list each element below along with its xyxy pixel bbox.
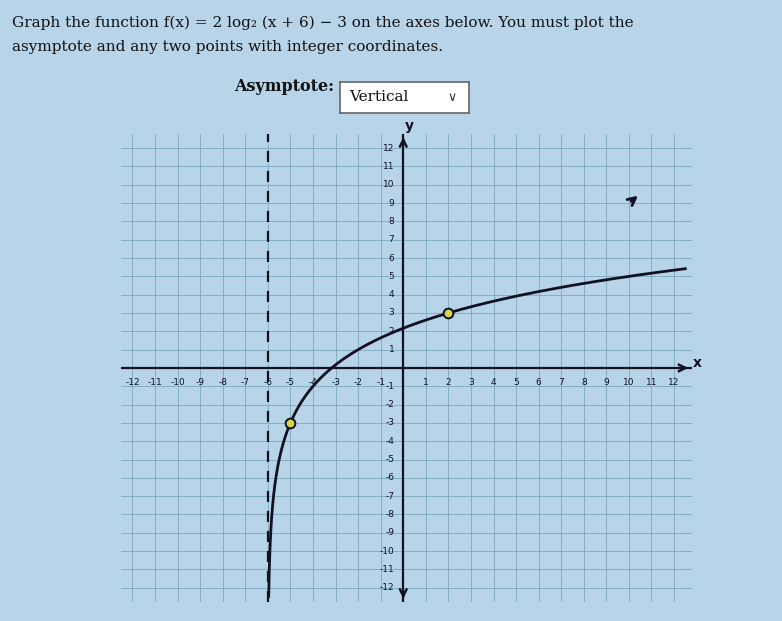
Text: Graph the function f(x) = 2 log₂ (x + 6) − 3 on the axes below. You must plot th: Graph the function f(x) = 2 log₂ (x + 6)…: [12, 16, 633, 30]
Text: -6: -6: [264, 378, 272, 387]
Text: 11: 11: [646, 378, 657, 387]
Text: -8: -8: [386, 510, 394, 519]
Text: -9: -9: [196, 378, 205, 387]
Text: 5: 5: [389, 272, 394, 281]
Text: -12: -12: [379, 583, 394, 592]
Text: -4: -4: [309, 378, 317, 387]
Text: -11: -11: [148, 378, 163, 387]
Text: -8: -8: [218, 378, 228, 387]
Text: 9: 9: [604, 378, 609, 387]
Text: -2: -2: [386, 400, 394, 409]
Text: -12: -12: [125, 378, 140, 387]
Text: -10: -10: [170, 378, 185, 387]
Text: 3: 3: [468, 378, 474, 387]
Text: 4: 4: [389, 290, 394, 299]
Text: Vertical: Vertical: [350, 91, 408, 104]
Text: y: y: [404, 119, 414, 133]
Text: 7: 7: [558, 378, 564, 387]
Text: 10: 10: [623, 378, 635, 387]
Text: 6: 6: [389, 253, 394, 263]
Text: 2: 2: [446, 378, 451, 387]
Text: 8: 8: [581, 378, 586, 387]
Text: 4: 4: [490, 378, 497, 387]
Text: Asymptote:: Asymptote:: [235, 78, 335, 94]
Text: -3: -3: [386, 419, 394, 427]
Text: 1: 1: [389, 345, 394, 354]
Text: 11: 11: [382, 162, 394, 171]
Text: -2: -2: [353, 378, 363, 387]
Text: 12: 12: [383, 143, 394, 153]
Text: 2: 2: [389, 327, 394, 336]
Text: 12: 12: [669, 378, 680, 387]
Text: 1: 1: [423, 378, 429, 387]
Text: -1: -1: [376, 378, 386, 387]
Text: -7: -7: [386, 492, 394, 501]
Text: 5: 5: [513, 378, 519, 387]
Text: ∨: ∨: [448, 91, 457, 104]
Text: 7: 7: [389, 235, 394, 244]
Text: -1: -1: [386, 382, 394, 391]
Text: -4: -4: [386, 437, 394, 446]
Text: -7: -7: [241, 378, 249, 387]
Text: 8: 8: [389, 217, 394, 226]
Text: asymptote and any two points with integer coordinates.: asymptote and any two points with intege…: [12, 40, 443, 55]
Text: -6: -6: [386, 473, 394, 483]
Text: 6: 6: [536, 378, 541, 387]
Text: -3: -3: [331, 378, 340, 387]
Text: -11: -11: [379, 565, 394, 574]
Text: x: x: [693, 356, 702, 370]
Text: -5: -5: [286, 378, 295, 387]
Text: -9: -9: [386, 528, 394, 537]
Text: 9: 9: [389, 199, 394, 207]
Text: 3: 3: [389, 309, 394, 317]
Text: -5: -5: [386, 455, 394, 464]
Text: -10: -10: [379, 546, 394, 556]
Text: 10: 10: [382, 180, 394, 189]
